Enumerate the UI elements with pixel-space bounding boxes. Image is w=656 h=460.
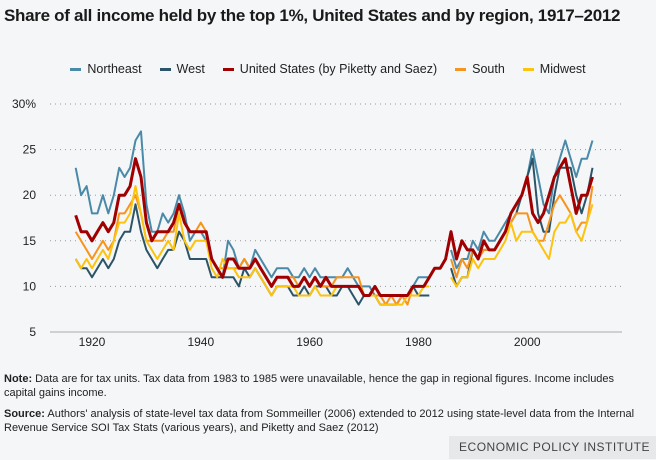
legend-label: West (176, 62, 205, 76)
source-label: Source: (4, 408, 45, 420)
x-tick-label: 1960 (296, 335, 323, 349)
legend-label: Northeast (87, 62, 142, 76)
x-tick-label: 1980 (405, 335, 432, 349)
line-chart: 30% 25 20 15 10 5 1920 1940 1960 1980 2000 (12, 97, 622, 349)
legend-item-west: West (159, 62, 205, 76)
series-line-northeast (74, 130, 430, 297)
note-label: Note: (4, 373, 33, 385)
x-tick-label: 1920 (79, 335, 106, 349)
legend-label: South (472, 62, 505, 76)
notes: Note: Data are for tax units. Tax data f… (4, 372, 644, 442)
y-tick-label: 15 (23, 234, 37, 248)
x-tick-label: 1940 (187, 335, 214, 349)
y-tick-label: 5 (29, 325, 36, 339)
legend: Northeast West United States (by Piketty… (0, 62, 656, 76)
note-text: Data are for tax units. Tax data from 19… (4, 373, 615, 399)
chart-title: Share of all income held by the top 1%, … (4, 6, 621, 25)
series-line-west (450, 157, 594, 288)
legend-label: United States (by Piketty and Saez) (239, 62, 438, 76)
legend-swatch (222, 67, 234, 71)
brand-logo: ECONOMIC POLICY INSTITUTE (449, 436, 656, 459)
legend-item-south: South (455, 62, 505, 76)
y-tick-label: 25 (23, 143, 37, 157)
series-line-united (74, 157, 594, 297)
note: Note: Data are for tax units. Tax data f… (4, 372, 644, 400)
legend-swatch (522, 67, 534, 71)
source-text: Authors' analysis of state-level tax dat… (4, 408, 635, 434)
legend-item-midwest: Midwest (522, 62, 586, 76)
legend-swatch (159, 67, 171, 71)
y-tick-label: 30% (12, 97, 36, 111)
legend-swatch (455, 67, 467, 71)
source: Source: Authors' analysis of state-level… (4, 407, 644, 435)
y-tick-label: 10 (23, 279, 37, 293)
legend-swatch (70, 67, 82, 71)
series-line-midwest (450, 204, 594, 288)
y-tick-label: 20 (23, 188, 37, 202)
legend-label: Midwest (539, 62, 586, 76)
legend-item-northeast: Northeast (70, 62, 142, 76)
x-tick-label: 2000 (514, 335, 541, 349)
legend-item-united-states: United States (by Piketty and Saez) (222, 62, 438, 76)
